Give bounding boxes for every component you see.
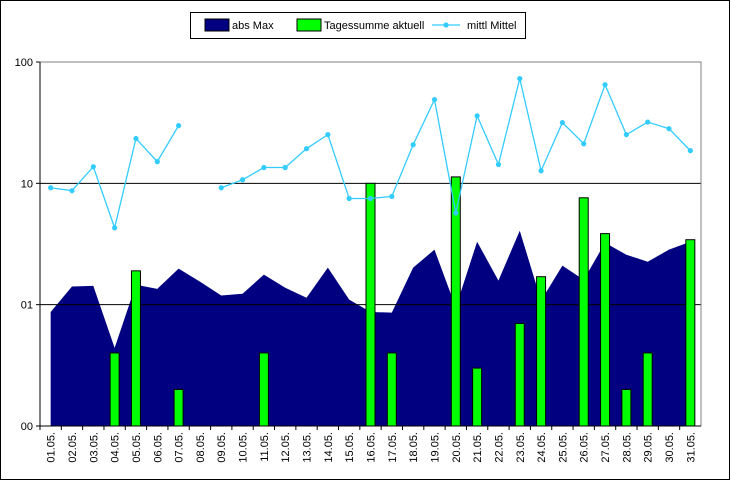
x-tick-label: 13.05. xyxy=(302,432,314,463)
bar xyxy=(109,352,120,427)
line-marker xyxy=(133,135,139,142)
x-tick-label: 05.05. xyxy=(131,432,143,463)
line-marker xyxy=(687,148,693,154)
y-tick-label: 01 xyxy=(21,300,33,312)
bar xyxy=(258,352,269,427)
y-tick-label: 100 xyxy=(15,57,33,69)
x-tick-label: 16.05. xyxy=(366,432,378,463)
x-tick-label: 25.05. xyxy=(557,432,569,463)
bar xyxy=(642,352,653,427)
legend-label: mittl Mittel xyxy=(467,20,517,32)
line-marker xyxy=(154,159,160,165)
x-tick-label: 01.05. xyxy=(46,432,58,463)
bar xyxy=(514,322,525,427)
x-tick-label: 17.05. xyxy=(387,432,399,463)
bar xyxy=(685,239,696,427)
line-marker xyxy=(303,146,310,152)
x-tick-label: 07.05. xyxy=(174,432,186,463)
x-tick-label: 20.05. xyxy=(451,432,463,463)
line-marker xyxy=(645,119,651,125)
x-tick-label: 03.05. xyxy=(88,432,100,463)
line-marker xyxy=(175,123,182,129)
bar xyxy=(578,197,589,427)
line-marker xyxy=(623,132,629,138)
x-tick-label: 30.05. xyxy=(664,432,676,463)
x-tick-label: 19.05. xyxy=(429,432,441,463)
x-tick-label: 15.05. xyxy=(344,432,356,463)
line-marker xyxy=(559,119,566,126)
line-marker xyxy=(282,164,288,171)
legend-label: Tagessumme aktuell xyxy=(324,20,424,32)
line-marker xyxy=(389,193,395,200)
legend-label: abs Max xyxy=(232,20,274,32)
legend-swatch xyxy=(443,22,449,28)
x-tick-label: 09.05. xyxy=(216,432,228,463)
line-marker xyxy=(69,188,75,194)
bar xyxy=(536,276,547,427)
bar xyxy=(130,270,141,427)
line-marker xyxy=(325,132,331,138)
x-tick-label: 11.05. xyxy=(259,432,271,462)
x-tick-label: 23.05. xyxy=(515,432,527,463)
line-marker xyxy=(666,126,672,132)
x-tick-label: 12.05. xyxy=(280,432,292,463)
bar xyxy=(386,352,397,427)
y-tick-label: 00 xyxy=(21,421,33,433)
line-marker xyxy=(474,113,480,119)
line-marker xyxy=(112,225,118,231)
x-tick-label: 24.05. xyxy=(536,432,548,463)
line-marker xyxy=(431,96,438,103)
x-tick-label: 26.05. xyxy=(579,432,591,463)
legend-box xyxy=(190,12,526,39)
x-tick-label: 06.05. xyxy=(152,432,164,463)
x-tick-label: 10.05. xyxy=(238,432,250,463)
line-marker xyxy=(239,177,246,183)
x-tick-label: 27.05. xyxy=(600,432,612,463)
line-marker xyxy=(90,164,96,170)
x-tick-label: 18.05. xyxy=(408,432,420,463)
line-marker xyxy=(261,164,267,171)
x-tick-label: 21.05. xyxy=(472,432,484,463)
line-marker xyxy=(495,161,502,168)
plot-area: 00 01 10 100 01.05. 02.05. 03.05. 04.05. 05.05. 0… xyxy=(15,57,702,463)
bar xyxy=(472,367,483,427)
bar xyxy=(173,388,184,427)
bar xyxy=(621,388,632,427)
line-marker xyxy=(581,141,587,147)
x-tick-label: 28.05. xyxy=(621,432,633,463)
bar xyxy=(600,233,611,427)
line-marker xyxy=(346,195,352,202)
line-marker xyxy=(48,185,54,191)
legend-swatch xyxy=(204,18,230,32)
legend-swatch xyxy=(296,18,322,32)
line-marker xyxy=(453,210,459,216)
line-marker xyxy=(218,185,224,191)
x-tick-label: 04.05. xyxy=(110,432,122,463)
line-marker xyxy=(410,142,416,148)
x-tick-label: 22.05. xyxy=(493,432,505,463)
x-tick-label: 31.05. xyxy=(685,432,697,463)
x-tick-label: 14.05. xyxy=(323,432,335,463)
y-tick-label: 10 xyxy=(21,178,33,190)
x-tick-label: 08.05. xyxy=(195,432,207,463)
x-tick-label: 29.05. xyxy=(643,432,655,463)
line-marker xyxy=(602,82,608,88)
bar xyxy=(365,182,376,427)
x-tick-label: 02.05. xyxy=(67,432,79,463)
legend: abs Max Tagessumme aktuell mittl Mittel xyxy=(204,18,517,32)
line-marker xyxy=(517,75,523,82)
line-marker xyxy=(367,195,374,202)
line-marker xyxy=(538,168,544,174)
